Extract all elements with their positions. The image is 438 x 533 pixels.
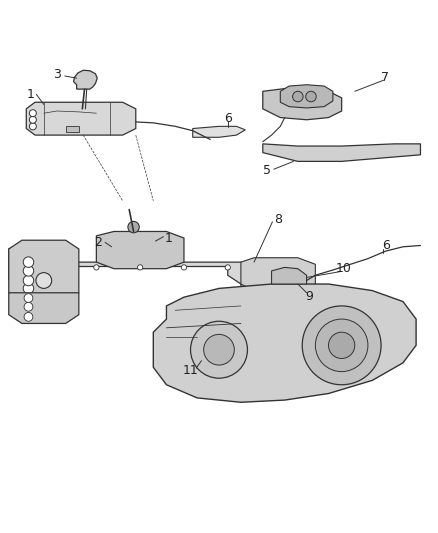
Circle shape (23, 265, 34, 276)
Circle shape (225, 265, 230, 270)
Polygon shape (241, 258, 315, 290)
Circle shape (128, 221, 139, 233)
Polygon shape (280, 85, 333, 108)
Polygon shape (9, 293, 79, 324)
Circle shape (315, 319, 368, 372)
Polygon shape (9, 240, 79, 302)
Text: 1: 1 (27, 88, 35, 101)
Circle shape (29, 110, 36, 117)
Polygon shape (96, 231, 184, 269)
Circle shape (191, 321, 247, 378)
Circle shape (181, 265, 187, 270)
Polygon shape (272, 268, 307, 284)
Text: 8: 8 (274, 213, 282, 225)
Text: 6: 6 (224, 112, 232, 125)
Circle shape (29, 116, 36, 123)
Text: 10: 10 (336, 262, 352, 275)
Circle shape (138, 265, 143, 270)
Circle shape (29, 123, 36, 130)
Circle shape (204, 334, 234, 365)
Polygon shape (263, 144, 420, 161)
Polygon shape (74, 70, 97, 89)
Text: 1: 1 (165, 231, 173, 245)
Circle shape (94, 265, 99, 270)
Circle shape (302, 306, 381, 385)
Circle shape (24, 312, 33, 321)
Circle shape (24, 294, 33, 302)
FancyBboxPatch shape (66, 126, 79, 132)
Circle shape (293, 91, 303, 102)
Text: 7: 7 (381, 71, 389, 84)
Text: 6: 6 (382, 239, 390, 252)
Text: 5: 5 (263, 164, 271, 176)
Polygon shape (153, 284, 416, 402)
Polygon shape (26, 102, 136, 135)
Circle shape (306, 91, 316, 102)
Circle shape (36, 273, 52, 288)
Polygon shape (193, 126, 245, 138)
Polygon shape (263, 87, 342, 120)
Text: 2: 2 (95, 236, 102, 249)
Text: 9: 9 (305, 290, 313, 303)
Text: 11: 11 (183, 364, 198, 377)
Polygon shape (9, 243, 298, 293)
Circle shape (23, 257, 34, 268)
Text: 3: 3 (53, 68, 61, 81)
Circle shape (328, 332, 355, 359)
Circle shape (23, 283, 34, 294)
Circle shape (24, 302, 33, 311)
Circle shape (23, 275, 34, 286)
